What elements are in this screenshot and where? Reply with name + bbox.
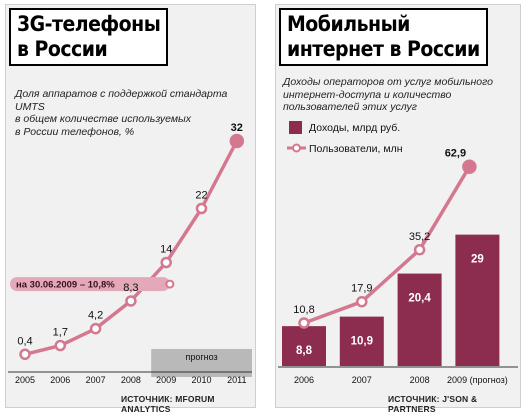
- title-internet-line1: Мобильный: [287, 12, 410, 36]
- value-label-2010: 22: [195, 190, 207, 202]
- annotation-point: [165, 279, 175, 289]
- data-point-2005: [19, 348, 31, 361]
- title-box-3g: 3G-телефоны в России: [9, 8, 169, 66]
- source-internet: ИСТОЧНИК: J'SON & PARTNERS: [388, 394, 478, 414]
- title-box-internet: Мобильный интернет в России: [279, 8, 488, 66]
- x-tick-label-2005: 2005: [15, 375, 35, 385]
- annotation-label: на 30.06.2009 – 10,8%: [16, 280, 115, 291]
- value-label-2005: 0,4: [17, 335, 32, 347]
- subtitle-internet-line3: пользователей этих услуг: [283, 101, 417, 113]
- value-label-2011: 32: [231, 122, 243, 134]
- data-point-2008: [125, 295, 137, 307]
- users-value-label-2: 35,2: [409, 231, 430, 243]
- users-value-label-3: 62,9: [445, 148, 466, 160]
- data-point-2006: [54, 339, 67, 352]
- data-point-2009: [160, 256, 172, 269]
- x-tick-label-2010: 2010: [191, 375, 211, 385]
- value-label-2007: 4,2: [88, 310, 103, 322]
- users-point-3: [462, 159, 477, 174]
- bar-2008: [397, 273, 442, 366]
- x-tick-label-2006: 2006: [50, 375, 70, 385]
- x-tick-label-internet-2: 2008: [410, 375, 430, 385]
- panel-3g-phones: 3G-телефоны в России Доля аппаратов с по…: [5, 4, 256, 414]
- x-tick-label-internet-0: 2006: [294, 375, 314, 385]
- title-3g-line1: 3G-телефоны: [17, 12, 161, 36]
- title-3g-line2: в России: [17, 37, 108, 61]
- legend-line-marker: [292, 143, 301, 153]
- data-point-2007: [89, 322, 102, 335]
- users-point-0: [298, 317, 310, 329]
- users-value-label-0: 10,8: [293, 304, 314, 316]
- users-point-1: [356, 295, 368, 308]
- legend-bar-swatch: [289, 121, 302, 134]
- series-line-3g: [24, 140, 239, 356]
- x-tick-label-internet-1: 2007: [352, 375, 372, 385]
- value-label-2008: 8,3: [123, 282, 138, 294]
- data-point-2011: [229, 133, 245, 149]
- subtitle-3g: Доля аппаратов с поддержкой стандарта UM…: [15, 88, 255, 138]
- x-tick-label-2011: 2011: [227, 375, 246, 385]
- users-point-2: [413, 244, 426, 256]
- subtitle-3g-line2: в общем количестве используемых: [15, 113, 192, 125]
- subtitle-internet: Доходы операторов от услуг мобильного ин…: [283, 76, 493, 114]
- subtitle-3g-line1: Доля аппаратов с поддержкой стандарта UM…: [15, 88, 228, 113]
- bar-value-label-1: 10,9: [351, 336, 373, 348]
- value-label-2009: 14: [160, 244, 172, 256]
- bar-value-label-2: 20,4: [408, 293, 431, 305]
- title-internet-line2: интернет в России: [287, 37, 480, 61]
- forecast-label: прогноз: [186, 352, 218, 362]
- subtitle-3g-line3: в России телефонов, %: [15, 125, 135, 138]
- bar-value-label-0: 8,8: [296, 345, 313, 357]
- bar-2009 (прогноз): [455, 234, 500, 366]
- series-line-users: [303, 165, 471, 325]
- legend-line-label: Пользователи, млн: [309, 143, 403, 155]
- bar-2007: [339, 316, 384, 366]
- x-tick-label-2009: 2009: [156, 375, 176, 385]
- x-tick-label-2007: 2007: [86, 375, 106, 385]
- legend-bar-label: Доходы, млрд руб.: [309, 122, 400, 134]
- bar-value-label-3: 29: [471, 254, 484, 266]
- data-point-2010: [195, 202, 208, 215]
- subtitle-internet-line2: интернет-доступа и количество: [283, 88, 452, 101]
- value-label-2006: 1,7: [53, 327, 68, 339]
- annotation-bubble: [10, 277, 170, 292]
- users-value-label-1: 17,9: [351, 283, 372, 295]
- subtitle-internet-line1: Доходы операторов от услуг мобильного: [283, 76, 493, 88]
- x-tick-label-internet-3: 2009 (прогноз): [447, 375, 508, 385]
- x-tick-label-2008: 2008: [121, 375, 141, 385]
- source-3g: ИСТОЧНИК: MFORUM ANALYTICS: [121, 394, 215, 414]
- bar-2006: [282, 326, 326, 366]
